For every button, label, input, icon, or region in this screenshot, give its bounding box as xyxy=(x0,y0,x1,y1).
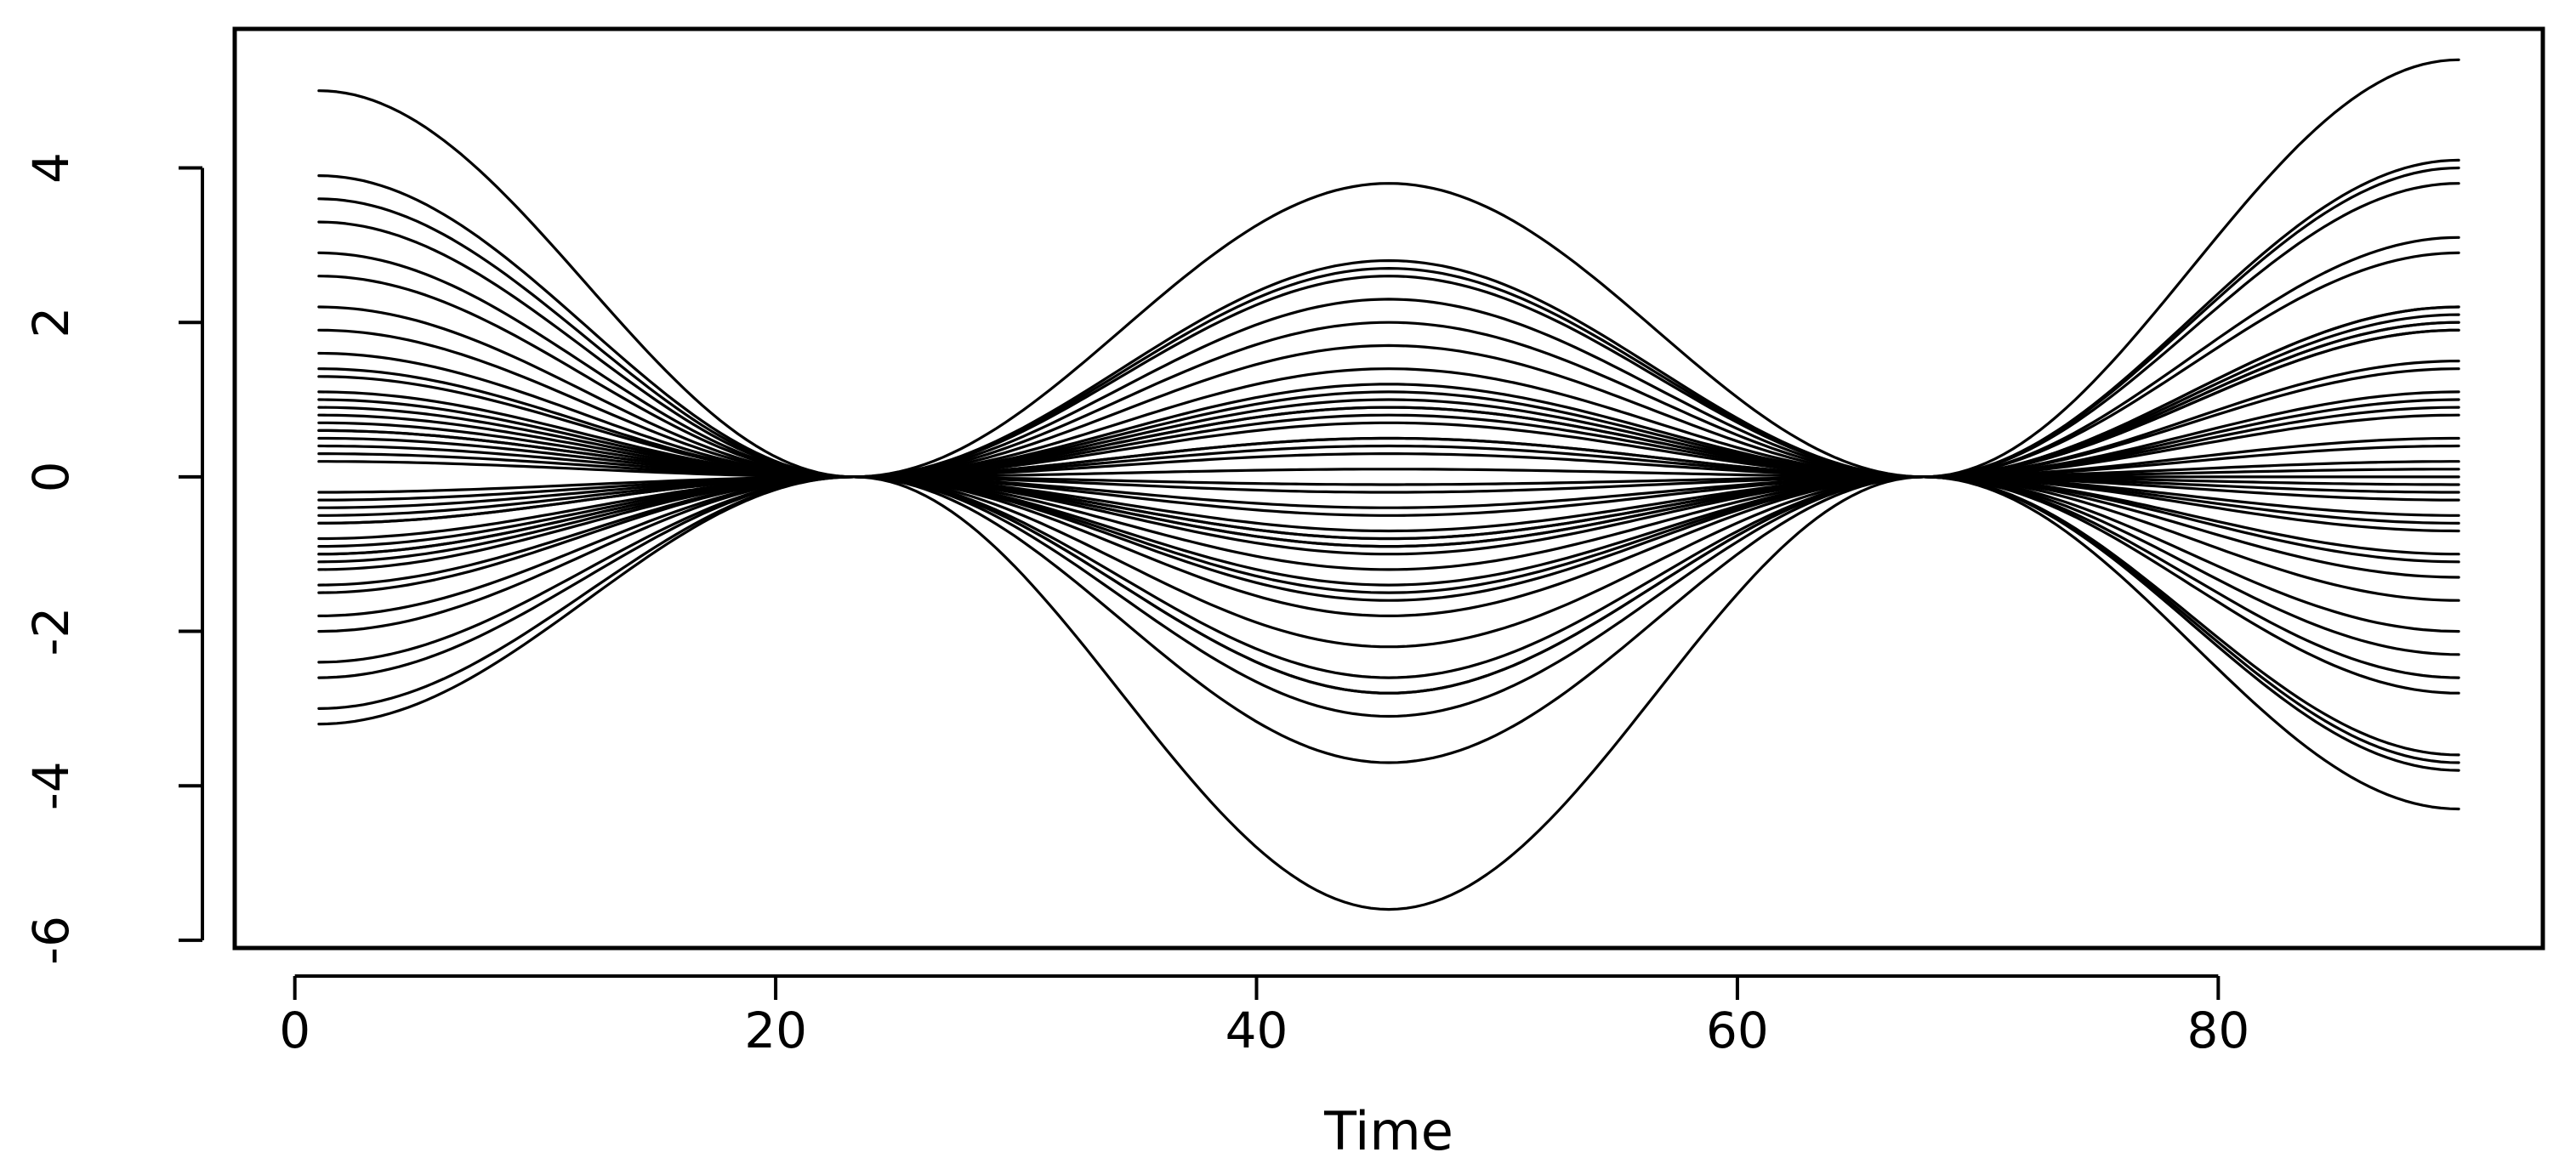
y-tick-label: -6 xyxy=(22,916,80,965)
series-line-1 xyxy=(317,58,2460,911)
series-line-33 xyxy=(317,398,2460,564)
x-tick-label: 20 xyxy=(744,1002,807,1059)
x-tick-label: 60 xyxy=(1706,1002,1769,1059)
series-lines xyxy=(317,58,2460,911)
series-line-27 xyxy=(317,451,2460,509)
series-line-25 xyxy=(317,421,2460,541)
series-line-42 xyxy=(317,267,2460,772)
y-axis: -6 -4 -2 0 2 4 xyxy=(22,152,204,965)
x-tick-label: 80 xyxy=(2186,1002,2249,1059)
series-line-29 xyxy=(317,313,2460,556)
series-line-20 xyxy=(317,321,2460,656)
series-line-30 xyxy=(317,321,2460,525)
series-line-2 xyxy=(317,158,2460,764)
series-line-36 xyxy=(317,390,2460,602)
series-line-23 xyxy=(317,390,2460,579)
series-line-32 xyxy=(317,305,2460,556)
series-line-35 xyxy=(317,367,2460,548)
series-line-21 xyxy=(317,343,2460,633)
series-line-17 xyxy=(317,258,2460,764)
series-line-9 xyxy=(317,351,2460,571)
series-line-3 xyxy=(317,182,2460,718)
series-line-18 xyxy=(317,275,2460,757)
series-line-19 xyxy=(317,298,2460,695)
x-tick-label: 0 xyxy=(279,1002,310,1059)
series-line-12 xyxy=(317,413,2460,517)
y-tick-label: 2 xyxy=(22,307,80,338)
y-tick-label: 4 xyxy=(22,152,80,184)
series-line-39 xyxy=(317,251,2460,587)
plot-frame xyxy=(232,26,2545,951)
series-line-16 xyxy=(317,182,2460,811)
series-line-14 xyxy=(317,444,2460,494)
y-tick-label: 0 xyxy=(22,461,80,492)
y-tick-label: -2 xyxy=(22,607,80,656)
y-tick-label: -4 xyxy=(22,761,80,810)
series-line-11 xyxy=(317,398,2460,533)
series-line-15 xyxy=(317,460,2460,502)
series-line-8 xyxy=(317,328,2460,594)
series-line-28 xyxy=(317,468,2460,494)
series-line-22 xyxy=(317,367,2460,602)
series-line-38 xyxy=(317,383,2460,564)
series-line-37 xyxy=(317,398,2460,587)
x-tick-label: 40 xyxy=(1225,1002,1288,1059)
x-axis: 0 20 40 60 80 xyxy=(279,974,2249,1059)
x-axis-title: Time xyxy=(1323,1100,1453,1158)
series-line-40 xyxy=(317,367,2460,679)
series-line-41 xyxy=(317,166,2460,695)
series-line-31 xyxy=(317,328,2460,548)
